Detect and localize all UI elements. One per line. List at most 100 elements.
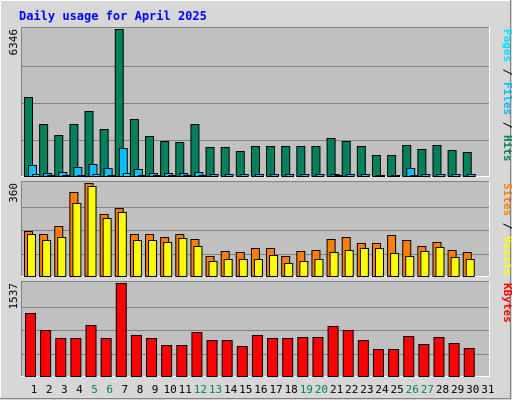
x-tick-label-day-7: 7: [121, 383, 128, 396]
x-tick-label-day-2: 2: [46, 383, 53, 396]
panel-legend: KBytes: [501, 283, 512, 323]
chart-panels: 6346 Pages / Files / Hits 360 Sites / Visit…: [7, 27, 512, 377]
bar-hits-day-28: [432, 145, 442, 177]
y-max-label: 1537: [7, 283, 20, 310]
chart-title: Daily usage for April 2025: [19, 9, 207, 23]
bar-hits-day-23: [356, 146, 366, 177]
bar-hits-day-22: [341, 141, 351, 177]
x-tick-label-day-15: 15: [239, 383, 252, 396]
bar-visits-day-24: [374, 248, 384, 277]
legend-entry: /: [501, 115, 512, 135]
bar-visits-day-6: [102, 218, 112, 277]
bar-kbytes-day-22: [342, 330, 354, 377]
bar-hits-day-9: [145, 136, 155, 177]
bar-visits-day-22: [344, 250, 354, 277]
legend-entry: Hits: [501, 135, 512, 162]
bar-hits-day-25: [387, 155, 397, 177]
bar-visits-day-15: [238, 259, 248, 277]
x-tick-label-day-10: 10: [164, 383, 177, 396]
bar-files-day-27: [421, 174, 431, 177]
bar-kbytes-day-2: [40, 330, 52, 377]
bar-hits-day-30: [462, 152, 472, 177]
bar-visits-day-21: [329, 252, 339, 277]
x-tick-label-day-18: 18: [285, 383, 298, 396]
legend-entry: Sites: [501, 183, 512, 216]
bar-files-day-7: [118, 148, 128, 177]
legend-entry: KBytes: [501, 283, 512, 323]
bar-visits-day-13: [208, 261, 218, 277]
bar-visits-day-8: [132, 240, 142, 277]
bar-hits-day-3: [54, 135, 64, 177]
bar-visits-day-11: [178, 238, 188, 277]
bar-files-day-17: [270, 174, 280, 177]
bar-kbytes-day-10: [161, 345, 173, 377]
x-tick-label-day-24: 24: [375, 383, 389, 396]
bar-visits-day-1: [27, 234, 36, 277]
x-tick-label-day-19: 19: [300, 383, 313, 396]
x-tick-label-day-29: 29: [451, 383, 464, 396]
bar-hits-day-21: [326, 138, 336, 177]
bar-visits-day-25: [390, 253, 400, 277]
x-tick-label-day-16: 16: [254, 383, 267, 396]
bar-kbytes-day-28: [433, 337, 445, 377]
bar-visits-day-18: [284, 263, 294, 277]
bar-hits-day-11: [175, 142, 185, 177]
bar-kbytes-day-19: [297, 337, 309, 377]
x-tick-label-day-9: 9: [152, 383, 159, 396]
bar-visits-day-9: [148, 240, 158, 277]
x-tick-label-day-4: 4: [76, 383, 83, 396]
legend-entry: Files: [501, 82, 512, 115]
bar-files-day-22: [345, 174, 355, 177]
panel-bottom: 1537 KBytes: [7, 281, 512, 377]
bar-files-day-25: [391, 175, 401, 177]
panel-top: 6346 Pages / Files / Hits: [7, 27, 512, 177]
bar-hits-day-29: [447, 150, 457, 177]
y-max-label: 360: [7, 183, 20, 203]
bar-files-day-15: [239, 174, 249, 177]
x-tick-label-day-20: 20: [315, 383, 328, 396]
bar-files-day-18: [285, 174, 295, 177]
bar-visits-day-19: [299, 261, 309, 277]
bar-kbytes-day-12: [191, 332, 203, 377]
bar-kbytes-day-3: [55, 338, 67, 377]
bar-hits-day-24: [371, 155, 381, 177]
bar-hits-day-16: [250, 146, 260, 177]
bar-visits-day-30: [465, 259, 475, 277]
x-tick-label-day-23: 23: [360, 383, 373, 396]
bar-visits-day-26: [405, 256, 415, 277]
bar-kbytes-day-20: [312, 337, 324, 377]
bar-hits-day-2: [39, 124, 49, 177]
bar-hits-day-27: [417, 149, 427, 177]
bar-visits-day-28: [435, 247, 445, 277]
x-tick-label-day-25: 25: [390, 383, 403, 396]
x-tick-label-day-21: 21: [330, 383, 343, 396]
bar-kbytes-day-29: [448, 343, 460, 377]
panel-middle: 360 Sites / Visits: [7, 181, 512, 277]
bar-kbytes-day-26: [403, 336, 415, 377]
bar-files-day-23: [360, 174, 370, 177]
bar-visits-day-23: [359, 248, 369, 277]
bar-visits-day-4: [72, 203, 82, 277]
bar-files-day-28: [436, 174, 446, 177]
panel-legend: Pages / Files / Hits: [501, 29, 512, 162]
x-tick-label-day-8: 8: [137, 383, 144, 396]
bar-hits-day-10: [160, 141, 170, 177]
x-tick-label-day-3: 3: [61, 383, 68, 396]
x-tick-label-day-12: 12: [194, 383, 207, 396]
x-tick-label-day-14: 14: [224, 383, 238, 396]
bar-files-day-20: [315, 174, 325, 177]
bar-visits-day-17: [269, 255, 279, 277]
bar-kbytes-day-30: [463, 348, 475, 377]
bar-kbytes-day-24: [372, 349, 384, 377]
bar-visits-day-12: [193, 246, 203, 277]
bar-visits-day-5: [87, 186, 97, 277]
x-tick-label-day-6: 6: [106, 383, 113, 396]
bar-kbytes-day-23: [357, 340, 369, 377]
bar-kbytes-day-4: [70, 338, 82, 377]
bar-hits-day-13: [205, 147, 215, 177]
bar-hits-day-14: [220, 147, 230, 177]
legend-entry: /: [501, 62, 512, 82]
bar-visits-day-7: [117, 212, 127, 277]
bar-files-day-24: [375, 175, 385, 177]
